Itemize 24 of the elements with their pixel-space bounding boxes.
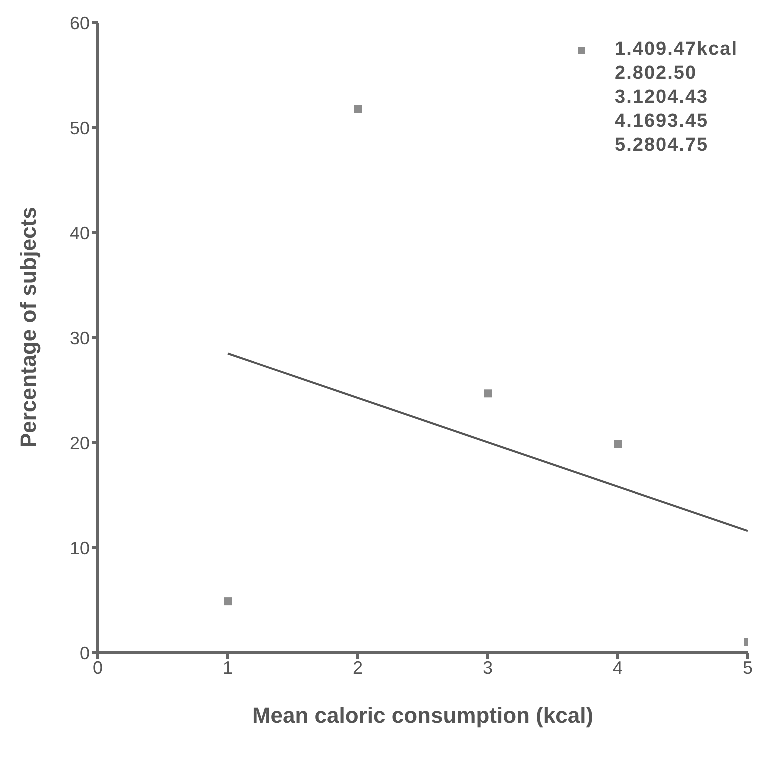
annotation: 3.1204.43 — [614, 86, 710, 110]
point — [354, 105, 362, 114]
y-tick-label: 10 — [70, 538, 90, 558]
y-tick-label: 20 — [70, 433, 90, 454]
x-tick-label: 4 — [612, 658, 624, 678]
y-tick-label: 30 — [70, 328, 90, 348]
annotation: 4.1693.45 — [614, 110, 710, 134]
point — [614, 440, 622, 448]
x-tick-label: 1 — [222, 658, 234, 678]
y-axis-title: Percentage of subjects — [16, 207, 41, 448]
legend-label: 1.409.47kcal — [615, 38, 738, 62]
point — [224, 598, 232, 606]
x-tick-label: 5 — [742, 658, 754, 678]
x-tick-label: 0 — [92, 658, 104, 678]
annotation: 5.2804.75 — [614, 134, 710, 158]
annotation: 2.802.50 — [614, 62, 698, 86]
y-tick-label: 40 — [70, 223, 90, 244]
y-tick-label: 60 — [70, 13, 90, 34]
y-tick-label: 50 — [70, 118, 90, 138]
x-tick-label: 2 — [352, 658, 364, 678]
x-axis-title: Mean caloric consumption (kcal) — [252, 703, 594, 728]
x-tick-label: 3 — [482, 658, 494, 678]
y-tick-label: 0 — [80, 643, 90, 664]
point — [484, 390, 492, 398]
